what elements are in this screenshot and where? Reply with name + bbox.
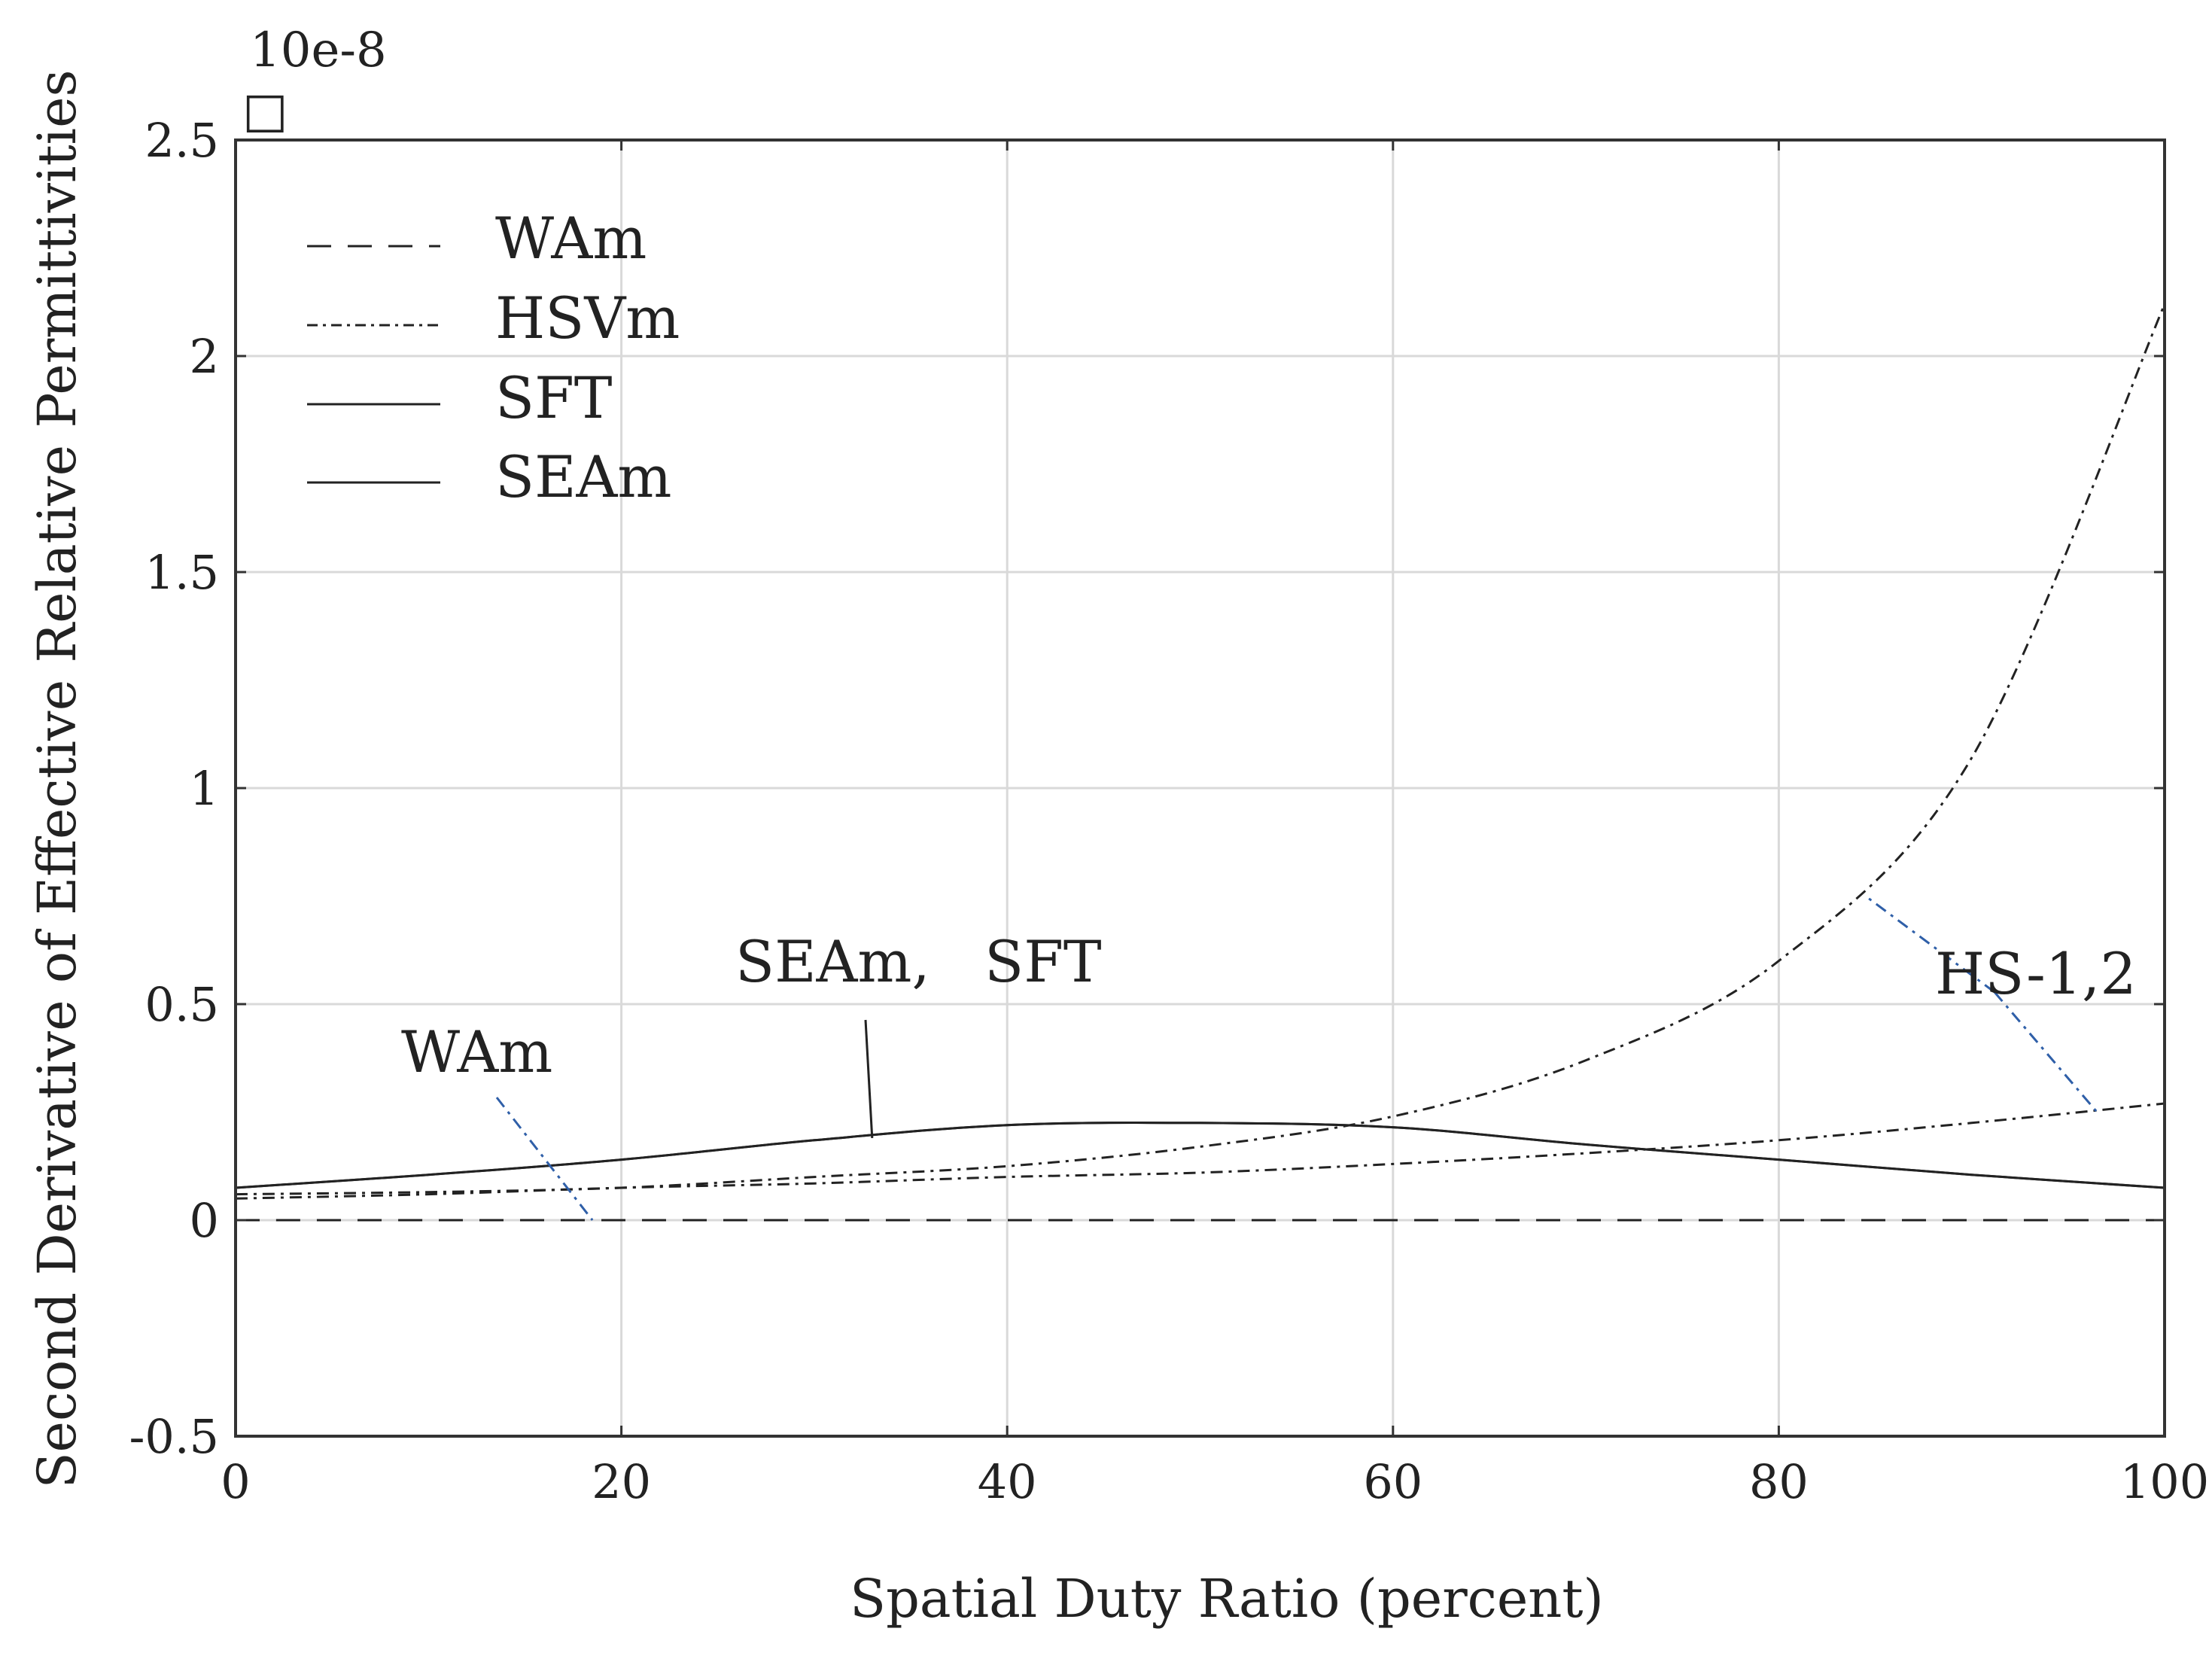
x-axis-title: Spatial Duty Ratio (percent): [850, 1568, 1604, 1630]
annotation-seam-sft: SEAm, SFT: [735, 928, 1102, 995]
x-tick-label: 100: [2120, 1454, 2209, 1509]
y-tick-label: 2: [190, 329, 219, 384]
y-axis-title: Second Derivative of Effective Relative …: [26, 70, 88, 1489]
legend-label-hsvm: HSVm: [495, 285, 680, 352]
x-tick-label: 80: [1749, 1454, 1809, 1509]
legend-label-wam: WAm: [495, 205, 647, 272]
series-group: [235, 303, 2166, 1222]
legend: WAm HSVm SFT SEAm: [307, 205, 680, 510]
y-axis-ticks: -0.5 0 0.5 1 1.5 2 2.5: [129, 113, 2165, 1464]
exponent-marker: □: [242, 83, 288, 138]
annotation-hs-1-2: HS-1,2: [1935, 940, 2137, 1007]
y-tick-label: 2.5: [145, 113, 219, 168]
x-tick-label: 40: [978, 1454, 1037, 1509]
series-line-sft: [235, 1122, 2165, 1189]
y-tick-label: 1: [190, 761, 219, 816]
series-line-hsvm-hs-1: [235, 303, 2166, 1196]
x-axis-ticks: 0 20 40 60 80 100: [221, 140, 2209, 1509]
y-tick-label: 0: [190, 1193, 219, 1248]
exponent-label: 10e-8: [250, 23, 387, 78]
leader-wam: [495, 1097, 594, 1221]
x-tick-label: 60: [1363, 1454, 1422, 1509]
legend-label-sft: SFT: [495, 364, 613, 431]
x-tick-label: 0: [221, 1454, 250, 1509]
annotation-leaders: [495, 895, 2098, 1221]
series-line-seam: [235, 1122, 2165, 1189]
annotation-wam: WAm: [401, 1018, 552, 1085]
y-tick-label: 0.5: [145, 977, 219, 1032]
legend-label-seam: SEAm: [495, 443, 672, 510]
leader-seam-sft: [864, 1019, 874, 1139]
x-tick-label: 20: [592, 1454, 651, 1509]
series-line-hsvm-hs-2: [235, 1102, 2165, 1200]
y-tick-label: 1.5: [145, 545, 219, 600]
leader-hs-2: [1993, 991, 2098, 1113]
y-tick-label: -0.5: [129, 1409, 219, 1464]
grid: [236, 140, 2165, 1436]
